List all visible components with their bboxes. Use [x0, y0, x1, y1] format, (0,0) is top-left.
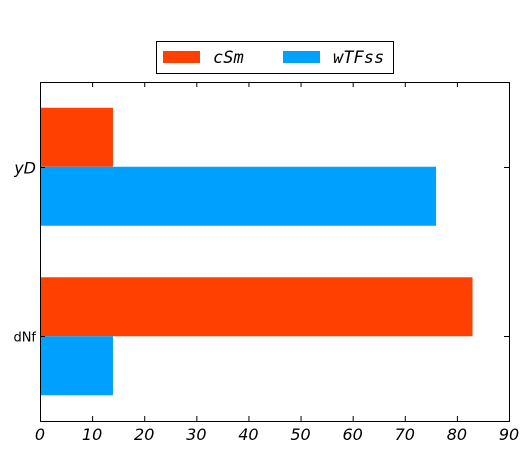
- x-tick-label: 20: [134, 425, 154, 444]
- bar-wTFss-dNf: [40, 336, 113, 396]
- legend: cSm wTFss: [156, 41, 394, 74]
- legend-swatch-cSm: [163, 51, 200, 63]
- x-tick-label: 50: [290, 425, 310, 444]
- plot-frame: [40, 82, 510, 422]
- bar-wTFss-yD: [40, 166, 437, 226]
- legend-label-cSm: cSm: [213, 48, 244, 68]
- y-tick-label: dNf: [13, 331, 36, 346]
- x-tick-label: 80: [447, 425, 467, 444]
- x-tick-label: 10: [82, 425, 102, 444]
- x-tick-label: 0: [35, 425, 45, 444]
- x-tick-label: 40: [238, 425, 258, 444]
- x-tick-label: 60: [342, 425, 362, 444]
- x-tick-label: 90: [499, 425, 519, 444]
- ticks-layer: 0 10 20 30 40 50 60 70 80 90 dNf yD: [13, 82, 519, 444]
- x-tick-label: 70: [395, 425, 415, 444]
- x-tick-label: 30: [186, 425, 206, 444]
- legend-swatch-wTFss: [283, 51, 320, 63]
- bar-cSm-yD: [40, 107, 113, 167]
- legend-label-wTFss: wTFss: [333, 48, 384, 68]
- bar-cSm-dNf: [40, 277, 473, 337]
- y-tick-label: yD: [13, 159, 36, 178]
- bars-layer: [40, 107, 473, 396]
